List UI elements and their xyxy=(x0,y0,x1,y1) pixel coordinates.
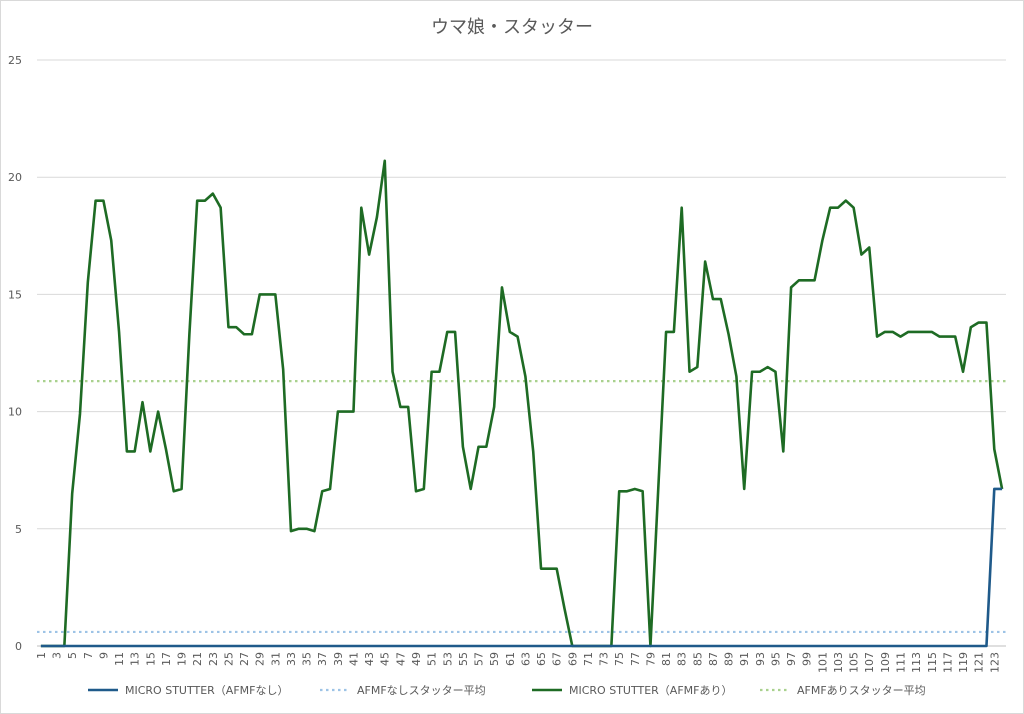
y-tick-label: 10 xyxy=(8,406,22,419)
x-tick-label: 43 xyxy=(363,652,376,666)
x-tick-label: 11 xyxy=(113,652,126,666)
x-tick-label: 49 xyxy=(410,652,423,666)
y-tick-label: 5 xyxy=(15,523,22,536)
legend-label: AFMFなしスタッター平均 xyxy=(357,684,486,697)
x-tick-label: 67 xyxy=(551,652,564,666)
x-tick-label: 119 xyxy=(957,652,970,673)
x-tick-label: 3 xyxy=(51,652,64,659)
x-tick-label: 35 xyxy=(301,652,314,666)
x-tick-label: 75 xyxy=(613,652,626,666)
x-tick-label: 65 xyxy=(535,652,548,666)
x-tick-label: 93 xyxy=(754,652,767,666)
x-tick-label: 109 xyxy=(879,652,892,673)
series-group xyxy=(37,159,1006,648)
x-tick-label: 1 xyxy=(35,652,48,659)
x-tick-label: 27 xyxy=(238,652,251,666)
x-tick-label: 37 xyxy=(316,652,329,666)
legend-label: AFMFありスタッター平均 xyxy=(797,684,926,697)
x-tick-label: 59 xyxy=(488,652,501,666)
x-tick-label: 117 xyxy=(941,652,954,673)
x-tick-label: 13 xyxy=(129,652,142,666)
y-axis-ticks: 0 5 10 15 20 25 xyxy=(8,54,22,653)
x-tick-label: 111 xyxy=(895,652,908,673)
x-tick-label: 63 xyxy=(519,652,532,666)
x-tick-label: 39 xyxy=(332,652,345,666)
x-tick-label: 53 xyxy=(441,652,454,666)
x-tick-label: 15 xyxy=(144,652,157,666)
x-tick-label: 89 xyxy=(723,652,736,666)
x-tick-label: 95 xyxy=(769,652,782,666)
x-tick-label: 87 xyxy=(707,652,720,666)
x-tick-label: 113 xyxy=(910,652,923,673)
x-tick-label: 107 xyxy=(863,652,876,673)
x-tick-label: 47 xyxy=(394,652,407,666)
x-tick-label: 33 xyxy=(285,652,298,666)
x-tick-label: 123 xyxy=(988,652,1001,673)
x-axis-ticks: 1 3 5 7 9 11 13 15 17 19 21 23 25 27 29 31 33 35 37 39 41 43 4… xyxy=(35,652,1001,673)
x-tick-label: 69 xyxy=(566,652,579,666)
x-tick-label: 105 xyxy=(848,652,861,673)
y-tick-label: 15 xyxy=(8,288,22,301)
x-tick-label: 17 xyxy=(160,652,173,666)
series-line xyxy=(40,159,1004,648)
x-tick-label: 57 xyxy=(473,652,486,666)
x-tick-label: 19 xyxy=(176,652,189,666)
x-tick-label: 55 xyxy=(457,652,470,666)
x-tick-label: 91 xyxy=(738,652,751,666)
x-tick-label: 23 xyxy=(207,652,220,666)
y-tick-label: 25 xyxy=(8,54,22,67)
x-tick-label: 121 xyxy=(973,652,986,673)
x-tick-label: 51 xyxy=(426,652,439,666)
x-tick-label: 9 xyxy=(97,652,110,659)
x-tick-label: 101 xyxy=(816,652,829,673)
x-tick-label: 73 xyxy=(598,652,611,666)
x-tick-label: 61 xyxy=(504,652,517,666)
x-tick-label: 45 xyxy=(379,652,392,666)
y-tick-label: 0 xyxy=(15,640,22,653)
x-tick-label: 25 xyxy=(222,652,235,666)
x-tick-label: 5 xyxy=(66,652,79,659)
chart-title: ウマ娘・スタッター xyxy=(431,17,593,38)
y-tick-label: 20 xyxy=(8,171,22,184)
x-tick-label: 29 xyxy=(254,652,267,666)
legend-label: MICRO STUTTER（AFMFあり） xyxy=(569,684,732,697)
series-line xyxy=(40,487,1003,648)
x-tick-label: 85 xyxy=(691,652,704,666)
x-tick-label: 77 xyxy=(629,652,642,666)
x-tick-label: 103 xyxy=(832,652,845,673)
x-tick-label: 31 xyxy=(269,652,282,666)
x-tick-label: 7 xyxy=(82,652,95,659)
legend: MICRO STUTTER（AFMFなし） AFMFなしスタッター平均 MICRO … xyxy=(88,684,926,697)
x-tick-label: 115 xyxy=(926,652,939,673)
legend-label: MICRO STUTTER（AFMFなし） xyxy=(125,684,288,697)
x-tick-label: 83 xyxy=(676,652,689,666)
x-tick-label: 79 xyxy=(644,652,657,666)
x-tick-label: 71 xyxy=(582,652,595,666)
x-tick-label: 97 xyxy=(785,652,798,666)
x-tick-label: 41 xyxy=(347,652,360,666)
x-tick-label: 99 xyxy=(801,652,814,666)
x-tick-label: 81 xyxy=(660,652,673,666)
x-tick-label: 21 xyxy=(191,652,204,666)
